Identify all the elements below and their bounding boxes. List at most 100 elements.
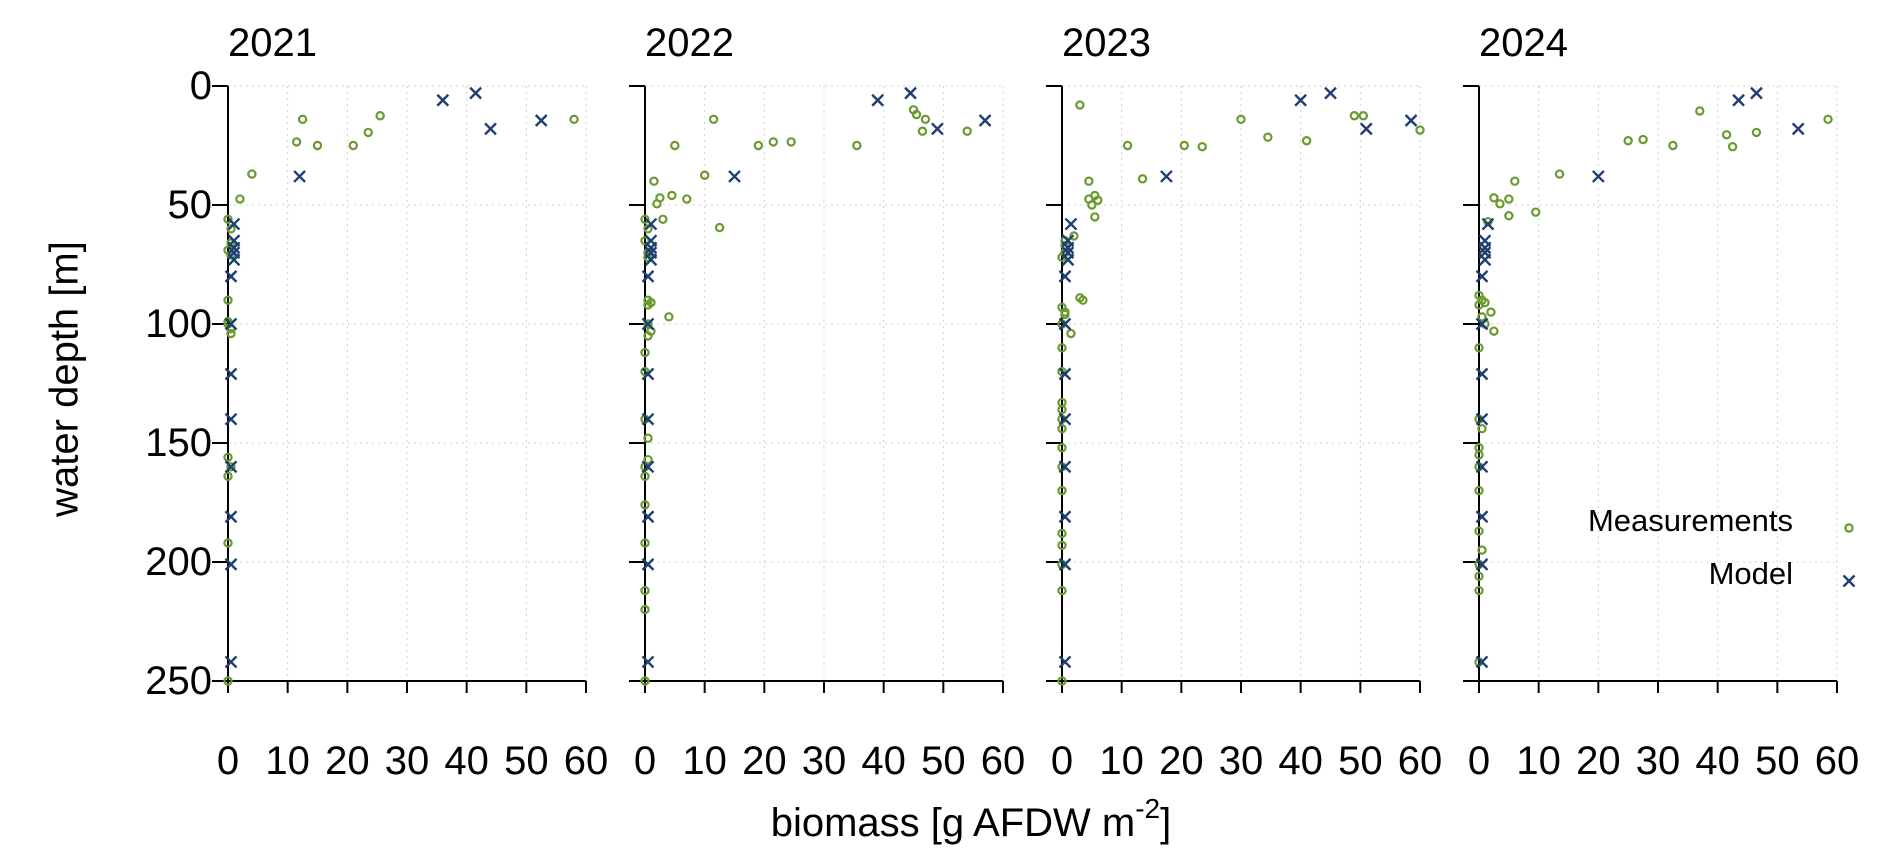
model-point [641, 270, 655, 283]
measurement-point [640, 500, 650, 510]
measurement-point [1474, 343, 1484, 353]
model-point [641, 510, 655, 524]
measurement-point [664, 312, 674, 322]
x-tick-label: 0 [1468, 739, 1490, 783]
measurement-point [1057, 443, 1067, 453]
measurement-point [640, 585, 650, 596]
model-point [1058, 460, 1072, 474]
measurement-point [1474, 450, 1484, 460]
x-tick-label: 30 [1636, 739, 1681, 783]
measurement-point [1474, 300, 1484, 310]
measurement-point [235, 194, 245, 204]
x-tick-label: 60 [981, 739, 1026, 783]
measurement-point [1495, 199, 1505, 209]
measurement-point [1060, 309, 1070, 320]
measurement-point [297, 114, 308, 125]
measurement-point [1263, 132, 1273, 142]
legend-label-model: Model [1709, 556, 1793, 591]
measurement-point [640, 604, 650, 615]
y-tick-label: 0 [190, 64, 212, 108]
model-point [1058, 558, 1072, 571]
x-tick-label: 0 [217, 739, 239, 783]
panel-2021: 0 10 20 30 40 50 60 0 50 100 150 200 250 2021 [145, 21, 608, 783]
measurement-point [1057, 404, 1067, 415]
x-tick-label: 0 [634, 739, 656, 783]
measurement-point [1057, 676, 1067, 686]
model-point [1591, 170, 1605, 183]
measurement-point [291, 137, 302, 147]
x-tick-label: 20 [325, 739, 370, 783]
model-point [1475, 510, 1489, 524]
model-point [1324, 86, 1337, 100]
measurement-point [1721, 130, 1732, 140]
measurement-point [1057, 540, 1067, 551]
measurement-point [1093, 195, 1103, 205]
measurement-point [1474, 571, 1484, 581]
model-point [978, 114, 992, 127]
measurement-point [920, 114, 931, 125]
measurement-point [640, 538, 650, 548]
x-tick-label: 40 [1278, 739, 1323, 783]
panel-title: 2021 [228, 21, 317, 65]
measurement-point [1069, 231, 1079, 241]
model-point [1404, 114, 1418, 127]
legend-marker-model [1842, 574, 1856, 588]
model-point [644, 217, 658, 231]
measurement-point [1477, 545, 1487, 555]
x-tick-label: 20 [1576, 739, 1621, 783]
x-tick-label: 0 [1051, 739, 1073, 783]
model-point [224, 558, 238, 571]
x-tick-label: 30 [1219, 739, 1264, 783]
panel-title: 2022 [645, 21, 734, 65]
measurement-point [1638, 134, 1648, 145]
model-point [1061, 241, 1075, 255]
measurement-point [226, 224, 236, 234]
model-point [1359, 122, 1373, 136]
y-tick-label: 200 [145, 540, 212, 584]
model-point [1475, 270, 1489, 283]
measurement-point [1510, 176, 1520, 186]
measurement-point [1474, 585, 1484, 596]
measurement-point [348, 140, 358, 151]
measurement-point [640, 214, 650, 224]
measurement-point [1057, 424, 1067, 434]
model-point [1475, 317, 1489, 331]
measurement-point [223, 452, 233, 462]
y-tick-label: 100 [145, 302, 212, 346]
legend-label-measurements: Measurements [1588, 503, 1793, 538]
model-point [641, 558, 655, 571]
measurement-point [375, 111, 385, 121]
model-point [641, 412, 655, 426]
measurement-point [363, 127, 373, 138]
panel-2024: 0 10 20 30 40 50 60 2024 [1463, 21, 1859, 783]
measurement-point [962, 126, 972, 136]
grid [645, 85, 1004, 682]
model-point [484, 122, 497, 136]
measurement-point [640, 366, 650, 377]
model-point [224, 510, 238, 524]
model-point [1732, 93, 1745, 107]
measurement-point [1727, 141, 1738, 152]
x-tick-label: 40 [861, 739, 906, 783]
measurement-point [1057, 485, 1067, 496]
x-tick-label: 40 [1695, 739, 1740, 783]
measurement-point [226, 328, 236, 339]
x-axis-label-superscript: -2 [1135, 793, 1160, 824]
model-point [641, 655, 655, 669]
model-point [1475, 412, 1489, 426]
x-tick-label: 10 [1516, 739, 1561, 783]
series-measurements [223, 111, 579, 686]
model-point [1750, 86, 1763, 100]
x-tick-label: 10 [265, 739, 310, 783]
measurement-point [1057, 343, 1067, 353]
measurement-point [667, 190, 677, 201]
measurement-point [1504, 211, 1514, 221]
measurement-point [670, 140, 680, 151]
measurement-point [226, 462, 236, 472]
measurement-point [569, 114, 579, 125]
measurement-point [1489, 193, 1499, 203]
measurement-point [1057, 585, 1067, 596]
x-tick-label: 10 [682, 739, 727, 783]
measurement-point [1122, 140, 1133, 151]
measurement-point [1486, 307, 1496, 317]
